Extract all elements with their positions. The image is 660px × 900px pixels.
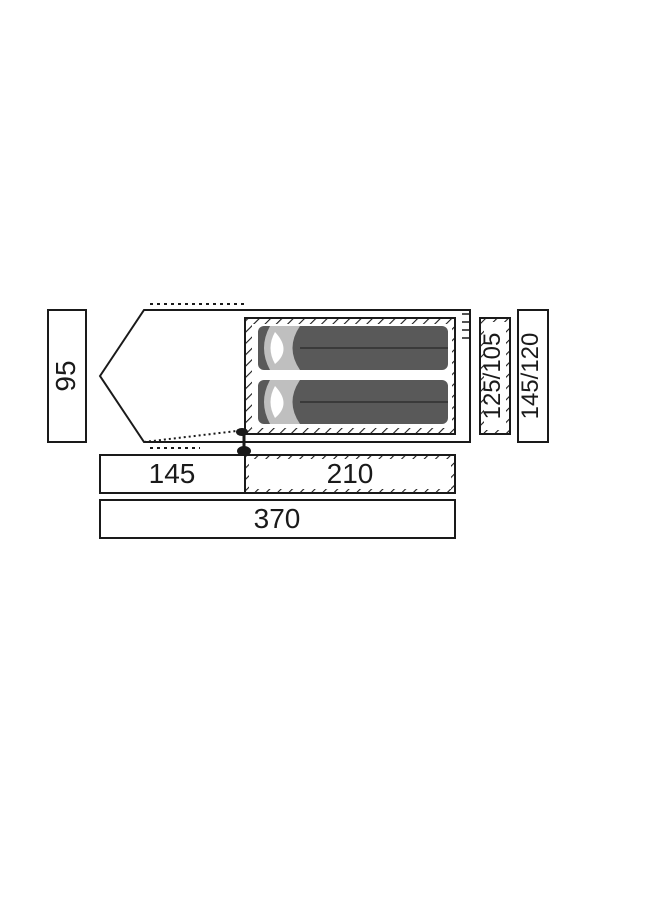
dim-label-inner-height: 125/105 [479, 333, 506, 420]
dim-label-total-width: 370 [254, 503, 301, 534]
tent-floorplan-diagram: 95 125/105 145/120 145 210 370 [0, 0, 660, 900]
dim-box-vestibule-width: 145 [100, 455, 245, 493]
dim-label-vestibule-width: 145 [149, 458, 196, 489]
sleeping-bag-2 [258, 380, 448, 424]
dim-label-inner-width: 210 [327, 458, 374, 489]
dim-box-left-height: 95 [48, 310, 86, 442]
sleeping-bag-1 [258, 326, 448, 370]
dim-box-outer-height: 145/120 [517, 310, 548, 442]
dim-box-inner-height: 125/105 [479, 318, 510, 434]
dim-box-inner-width: 210 [245, 455, 455, 493]
dim-box-total-width: 370 [100, 500, 455, 538]
dim-label-outer-height: 145/120 [517, 333, 544, 420]
dim-label-left-height: 95 [50, 360, 81, 391]
